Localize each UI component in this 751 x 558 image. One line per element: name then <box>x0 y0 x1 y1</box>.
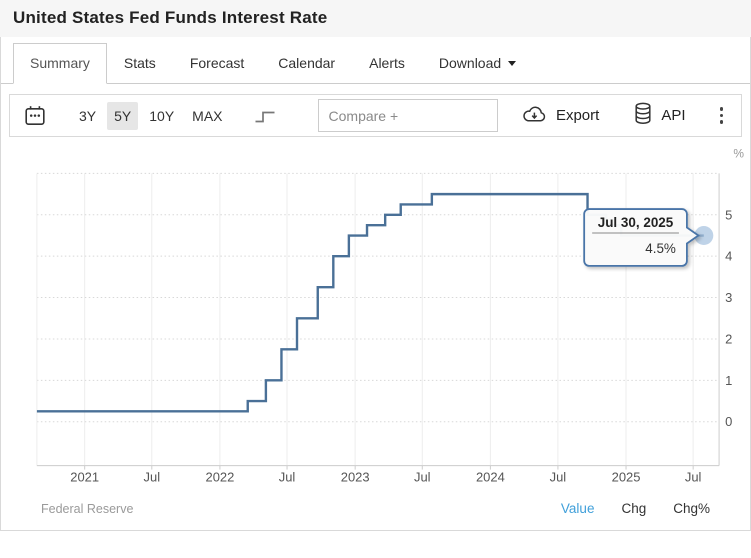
widget-panel: Summary Stats Forecast Calendar Alerts D… <box>0 37 751 531</box>
x-axis-label: Jul <box>279 470 296 485</box>
tab-download-label: Download <box>439 55 501 71</box>
export-button[interactable]: Export <box>521 104 599 128</box>
compare-input[interactable] <box>318 99 498 132</box>
tooltip-date: Jul 30, 2025 <box>598 215 674 230</box>
api-label: API <box>661 107 685 124</box>
x-axis-label: 2022 <box>206 470 235 485</box>
x-axis-label: 2023 <box>341 470 370 485</box>
tab-calendar[interactable]: Calendar <box>261 43 352 84</box>
database-icon <box>633 102 653 129</box>
tab-forecast[interactable]: Forecast <box>173 43 261 84</box>
chart-area[interactable]: 2021 Jul 2022 Jul 2023 Jul 2024 Jul 2025 Jul 0 1 2 3 4… <box>1 139 750 499</box>
chg-link[interactable]: Chg <box>621 501 646 516</box>
toolbar-actions: Export API <box>521 102 727 129</box>
y-axis-label: 2 <box>725 331 732 346</box>
range-max-button[interactable]: MAX <box>185 102 229 130</box>
calendar-icon[interactable] <box>24 105 46 127</box>
y-axis-label: 0 <box>725 414 732 429</box>
tab-alerts-label: Alerts <box>369 55 405 71</box>
y-axis-label: 1 <box>725 373 732 388</box>
y-axis-unit-label: % <box>733 146 744 160</box>
kebab-menu-icon[interactable] <box>716 103 728 128</box>
tab-download[interactable]: Download <box>422 43 533 84</box>
tab-stats-label: Stats <box>124 55 156 71</box>
range-selector: 3Y 5Y 10Y MAX <box>72 102 230 130</box>
tab-forecast-label: Forecast <box>190 55 244 71</box>
range-3y-button[interactable]: 3Y <box>72 102 103 130</box>
x-axis-label: 2021 <box>70 470 99 485</box>
export-label: Export <box>556 107 599 124</box>
tab-stats[interactable]: Stats <box>107 43 173 84</box>
range-5y-button[interactable]: 5Y <box>107 102 138 130</box>
chart-footer: Federal Reserve Value Chg Chg% <box>1 499 750 530</box>
y-axis-label: 3 <box>725 290 732 305</box>
x-axis-label: 2024 <box>476 470 505 485</box>
x-axis-label: 2025 <box>612 470 641 485</box>
tab-summary-label: Summary <box>30 55 90 71</box>
title-bar: United States Fed Funds Interest Rate <box>0 0 751 37</box>
range-10y-button[interactable]: 10Y <box>142 102 181 130</box>
chevron-down-icon <box>508 61 516 66</box>
source-label: Federal Reserve <box>41 502 133 516</box>
rate-chart[interactable]: 2021 Jul 2022 Jul 2023 Jul 2024 Jul 2025 Jul 0 1 2 3 4… <box>1 139 750 499</box>
chgpct-link[interactable]: Chg% <box>673 501 710 516</box>
cloud-download-icon <box>521 104 548 128</box>
step-line-icon[interactable] <box>254 107 276 125</box>
tab-bar: Summary Stats Forecast Calendar Alerts D… <box>1 37 750 84</box>
value-link[interactable]: Value <box>561 501 595 516</box>
chart-toolbar: 3Y 5Y 10Y MAX Export <box>9 94 742 137</box>
tab-summary[interactable]: Summary <box>13 43 107 84</box>
x-axis-label: Jul <box>414 470 431 485</box>
tab-alerts[interactable]: Alerts <box>352 43 422 84</box>
y-axis-label: 4 <box>725 249 732 264</box>
tab-calendar-label: Calendar <box>278 55 335 71</box>
y-axis-label: 5 <box>725 207 732 222</box>
page-title: United States Fed Funds Interest Rate <box>13 8 738 28</box>
footer-links: Value Chg Chg% <box>561 501 710 516</box>
x-axis-label: Jul <box>685 470 702 485</box>
x-axis-label: Jul <box>550 470 567 485</box>
api-button[interactable]: API <box>633 102 685 129</box>
x-axis-label: Jul <box>144 470 161 485</box>
tooltip-value: 4.5% <box>645 241 676 256</box>
